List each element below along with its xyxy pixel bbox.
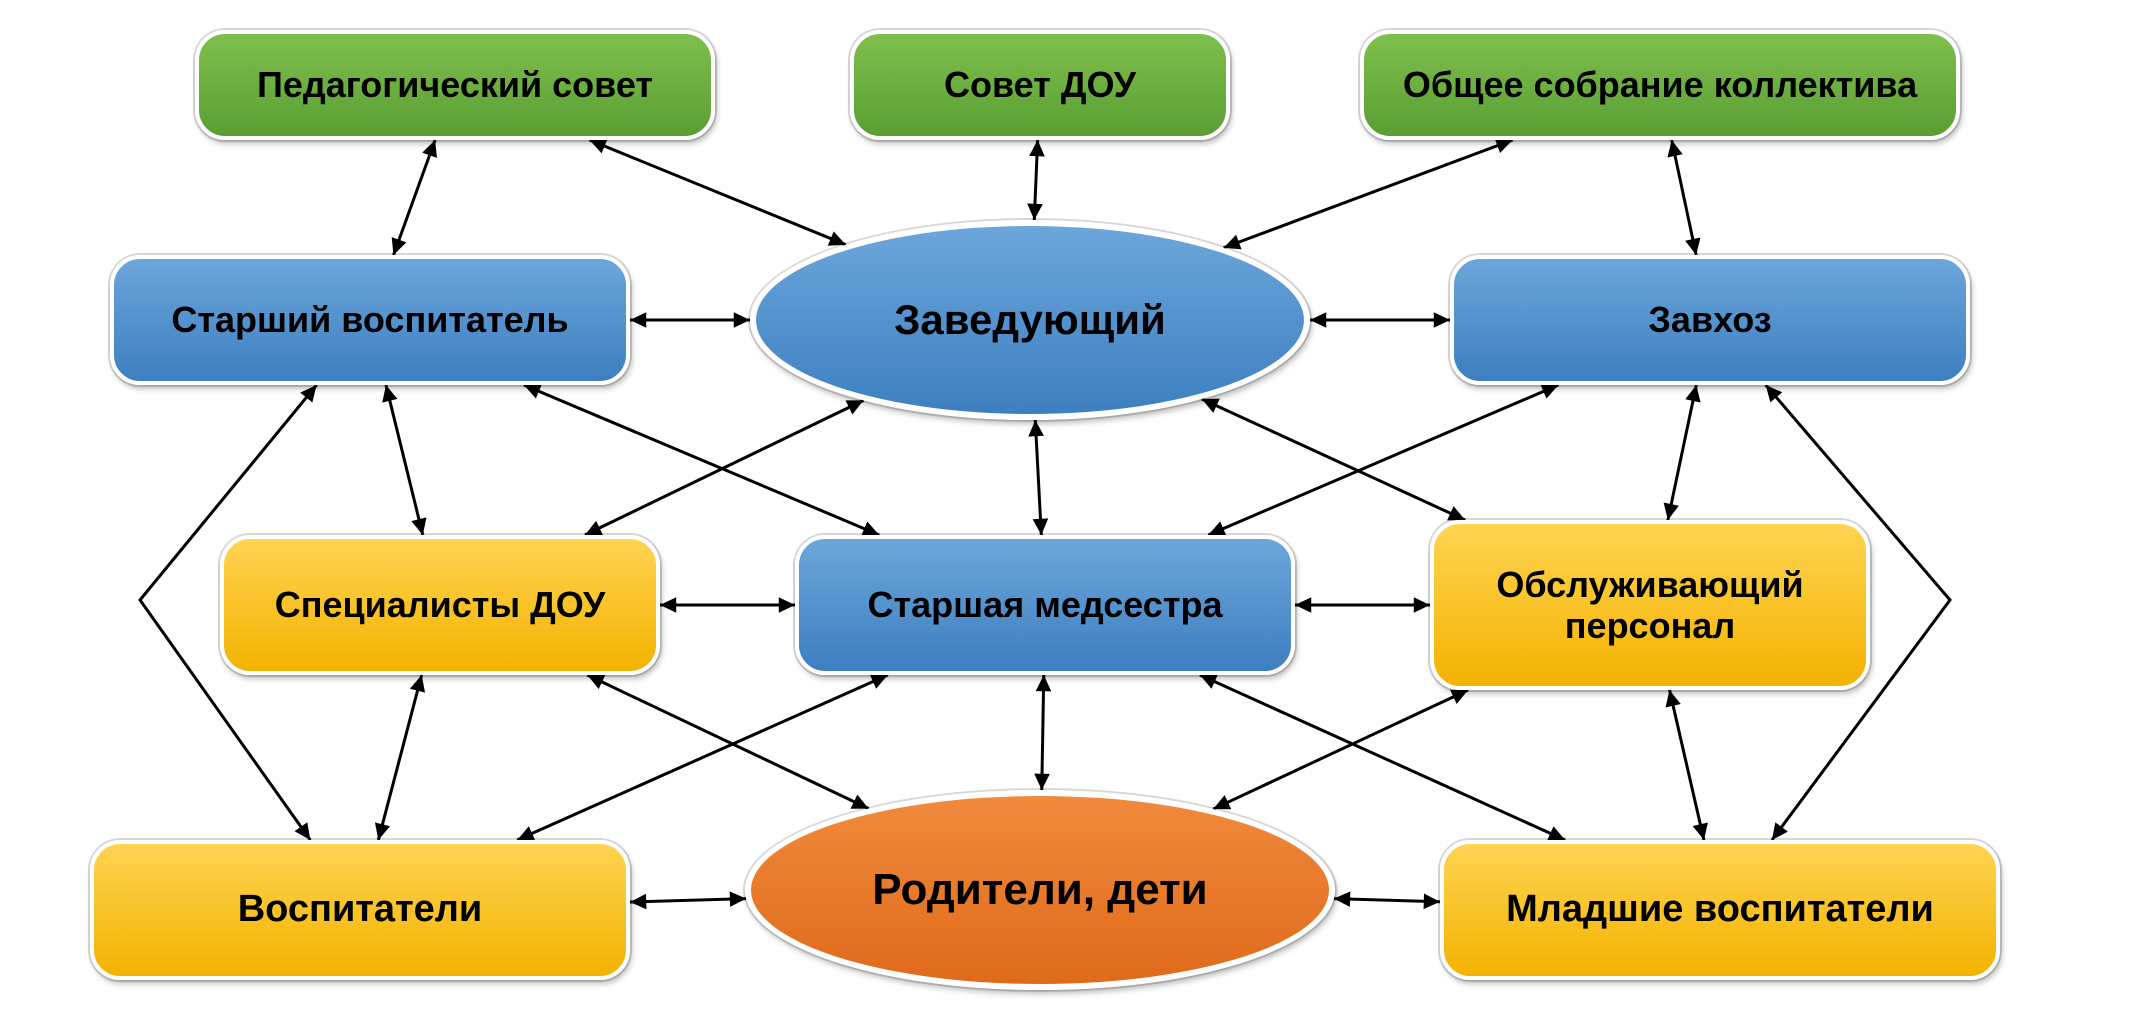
node-label: Завхоз bbox=[1648, 299, 1771, 340]
node-general_meet: Общее собрание коллектива bbox=[1360, 30, 1960, 140]
edge-zavhoz-senior_nurse bbox=[1208, 384, 1558, 536]
node-junior_educ: Младшие воспитатели bbox=[1440, 840, 2000, 980]
node-dou_council: Совет ДОУ bbox=[850, 30, 1230, 140]
edge-zavhoz-service_staff bbox=[1664, 385, 1701, 520]
node-label: Старший воспитатель bbox=[171, 299, 568, 340]
edge-specialists-educators bbox=[375, 675, 425, 840]
edge-senior_nurse-service_staff bbox=[1295, 597, 1430, 613]
node-label: Воспитатели bbox=[238, 888, 483, 932]
edge-service_staff-parents bbox=[1213, 690, 1468, 809]
node-label: Специалисты ДОУ bbox=[275, 584, 606, 625]
edge-general_meet-zavhoz bbox=[1667, 140, 1700, 255]
edge-dou_council-head bbox=[1027, 140, 1045, 220]
edge-head-senior_nurse bbox=[1028, 420, 1048, 535]
node-label: Старшая медсестра bbox=[868, 584, 1223, 625]
node-senior_educ: Старший воспитатель bbox=[110, 255, 630, 385]
edge-ped_council-senior_educ bbox=[392, 140, 437, 255]
node-zavhoz: Завхоз bbox=[1450, 255, 1970, 385]
edge-ped_council-head bbox=[590, 139, 846, 246]
node-educators: Воспитатели bbox=[90, 840, 630, 980]
node-label: Заведующий bbox=[894, 296, 1166, 344]
edge-senior_nurse-junior_educ bbox=[1200, 675, 1565, 841]
edge-parents-junior_educ bbox=[1334, 891, 1440, 909]
node-service_staff: Обслуживающий персонал bbox=[1430, 520, 1870, 690]
node-label: Родители, дети bbox=[872, 865, 1207, 916]
edge-senior_educ-head bbox=[630, 312, 750, 328]
node-ped_council: Педагогический совет bbox=[195, 30, 715, 140]
node-head: Заведующий bbox=[750, 220, 1310, 420]
edge-educators-parents bbox=[630, 891, 746, 909]
node-senior_nurse: Старшая медсестра bbox=[795, 535, 1295, 675]
edge-senior_educ-specialists bbox=[382, 385, 426, 535]
edge-senior_nurse-educators bbox=[517, 674, 888, 840]
edge-head-service_staff bbox=[1202, 399, 1465, 521]
node-label: Совет ДОУ bbox=[944, 64, 1136, 105]
edge-specialists-senior_nurse bbox=[660, 597, 795, 613]
edge-specialists-parents bbox=[587, 675, 868, 809]
node-parents: Родители, дети bbox=[745, 790, 1335, 990]
edge-head-zavhoz bbox=[1310, 312, 1450, 328]
edge-general_meet-head bbox=[1224, 138, 1513, 249]
org-diagram: Педагогический совет Совет ДОУ Общее собра… bbox=[0, 0, 2156, 1024]
edge-senior_educ-senior_nurse bbox=[524, 384, 879, 536]
node-label: Младшие воспитатели bbox=[1506, 888, 1934, 932]
node-label: Педагогический совет bbox=[257, 64, 653, 105]
node-specialists: Специалисты ДОУ bbox=[220, 535, 660, 675]
edge-senior_nurse-parents bbox=[1034, 675, 1051, 790]
edge-head-specialists bbox=[585, 400, 864, 535]
node-label: Обслуживающий персонал bbox=[1446, 564, 1854, 647]
node-label: Общее собрание коллектива bbox=[1403, 64, 1917, 105]
edge-service_staff-junior_educ bbox=[1666, 690, 1708, 840]
